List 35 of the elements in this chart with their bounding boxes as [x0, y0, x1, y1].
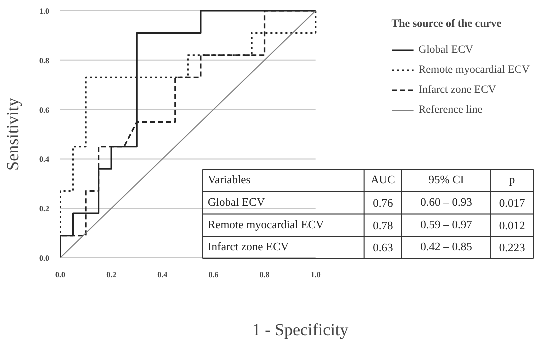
y-tick-label: 0.4 — [40, 155, 50, 164]
text: 0.60 – 0.93 — [420, 197, 473, 210]
annotation: Remote myocardial ECV — [208, 219, 325, 232]
y-tick-label: 0.0 — [40, 254, 50, 264]
text: 0.59 – 0.97 — [420, 219, 473, 232]
legend-label: Reference line — [418, 104, 483, 116]
x-tick-label: 0.8 — [260, 270, 270, 280]
legend-label: Remote myocardial ECV — [418, 64, 530, 76]
annotation: Global ECV — [208, 197, 266, 210]
text: 0.63 — [373, 242, 394, 255]
x-tick-label: 0.0 — [56, 270, 66, 280]
text: 0.017 — [499, 198, 526, 210]
y-tick-label: 0.6 — [40, 106, 50, 115]
text: 95% CI — [428, 174, 464, 187]
annotation: Infarct zone ECV — [208, 242, 290, 254]
legend-label: Infarct zone ECV — [418, 84, 496, 96]
text: AUC — [371, 174, 396, 187]
x-tick-label: 0.6 — [208, 270, 219, 280]
y-axis-title: Sensitivity — [4, 98, 22, 171]
x-tick-label: 0.2 — [106, 270, 117, 280]
annotation: Variables — [208, 174, 252, 187]
text: p — [509, 174, 516, 187]
text: 0.012 — [499, 220, 526, 232]
text: 0.223 — [499, 242, 526, 255]
text: 0.42 – 0.85 — [420, 242, 473, 254]
y-tick-label: 0.2 — [40, 204, 50, 214]
text: 0.78 — [373, 220, 394, 232]
legend-title: The source of the curve — [392, 18, 503, 30]
x-tick-label: 1.0 — [310, 270, 321, 280]
x-tick-label: 0.4 — [158, 270, 168, 280]
text: 0.76 — [373, 198, 394, 210]
legend-label: Global ECV — [418, 44, 474, 56]
x-axis-title: 1 - Specificity — [252, 320, 350, 340]
y-tick-label: 1.0 — [40, 6, 50, 16]
y-tick-label: 0.8 — [40, 56, 50, 66]
